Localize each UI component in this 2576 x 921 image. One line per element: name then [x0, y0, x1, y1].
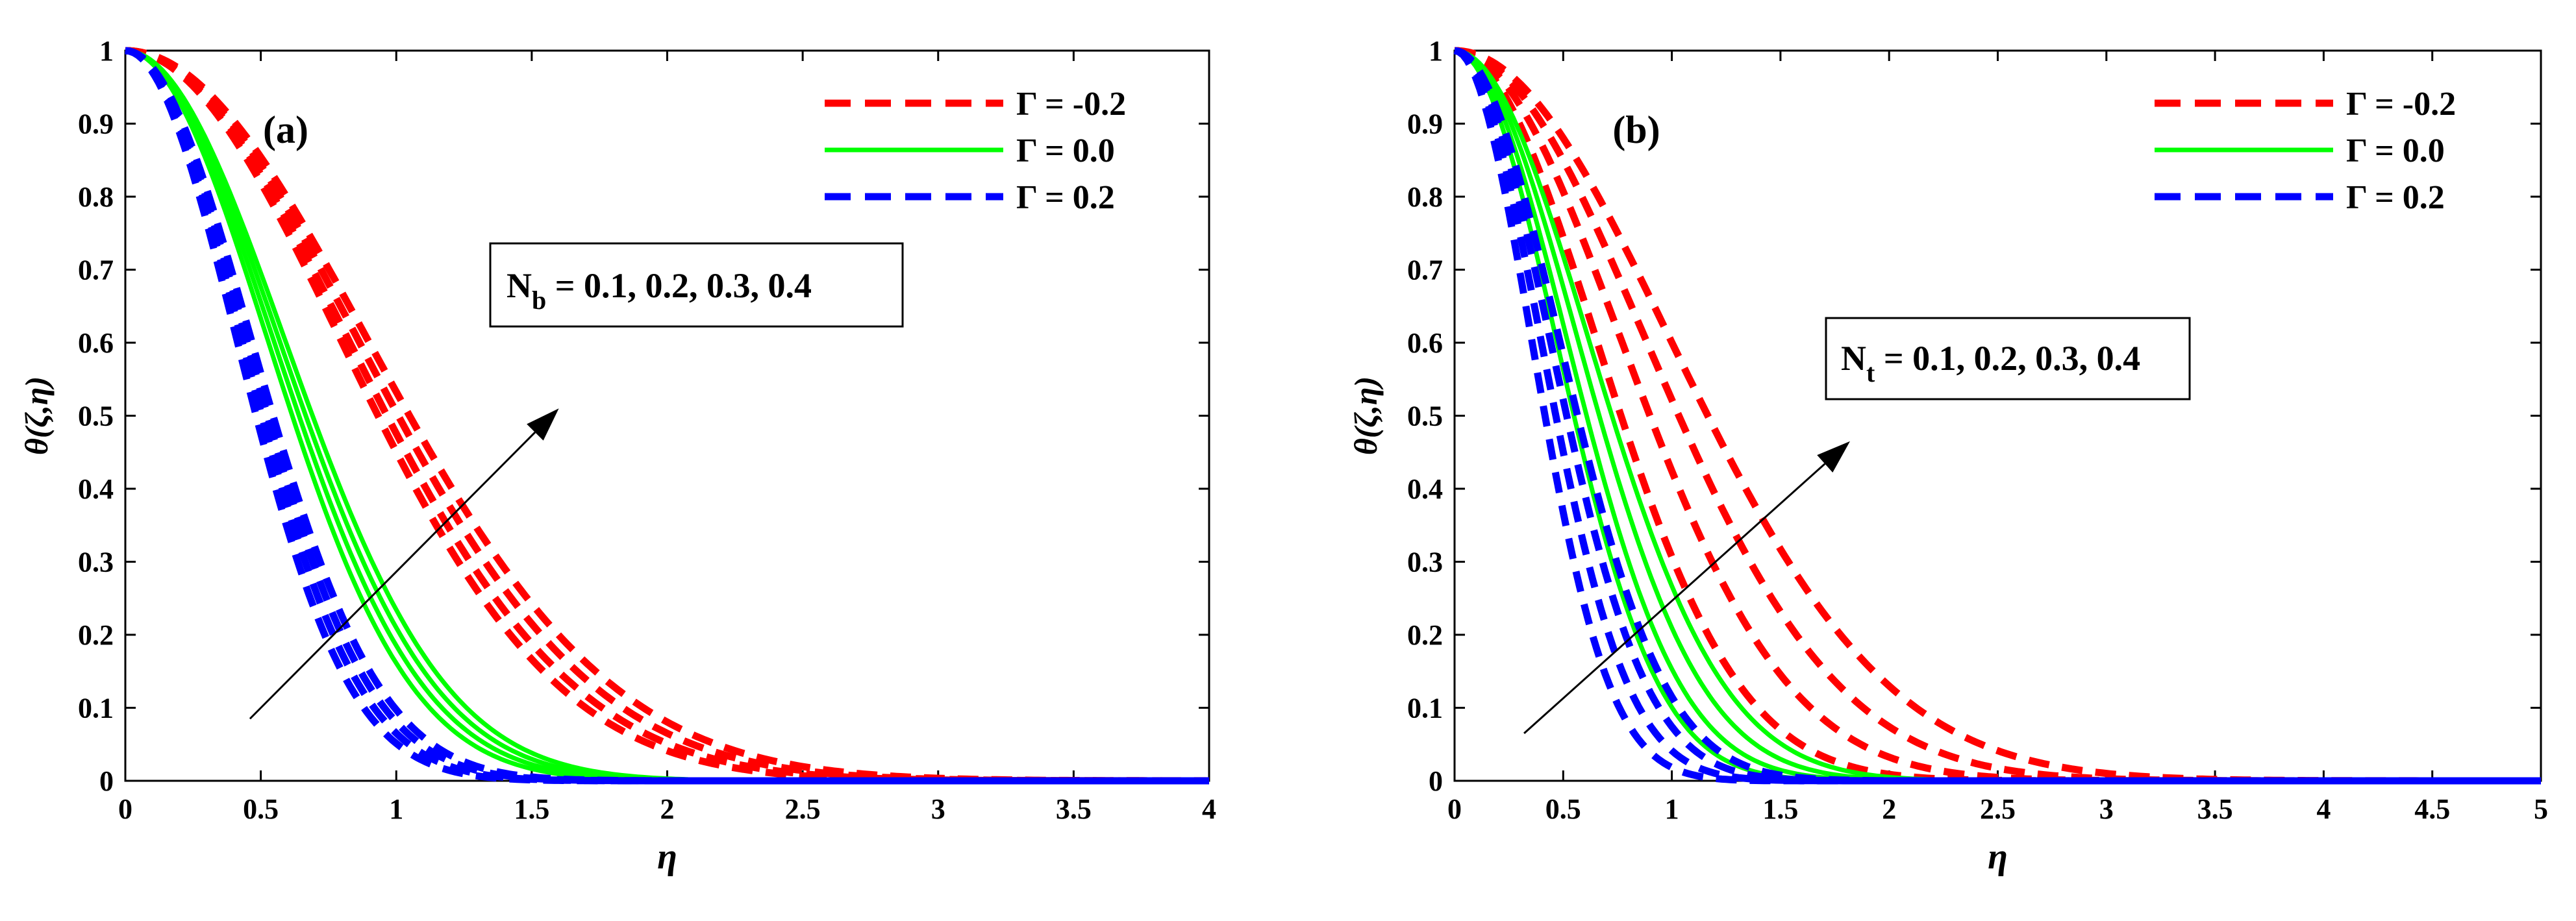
x-tick-label: 4.5: [2414, 793, 2450, 825]
y-tick-label: 0.2: [1407, 619, 1443, 651]
y-axis-label: θ(ζ,η): [18, 376, 55, 455]
x-tick-label: 0: [1447, 793, 1462, 825]
x-tick-label: 3.5: [1056, 793, 1092, 825]
annotation-values: = 0.1, 0.2, 0.3, 0.4: [546, 266, 812, 305]
x-tick-label: 4: [2316, 793, 2331, 825]
y-tick-label: 0.3: [78, 546, 114, 578]
panel-label: (b): [1612, 108, 1660, 151]
y-tick-label: 0.8: [1407, 181, 1443, 213]
series-group: [125, 47, 1210, 785]
trend-arrow-shaft: [1523, 463, 1826, 734]
y-tick-label: 0.8: [78, 181, 114, 213]
panel-label: (a): [263, 108, 308, 151]
y-tick-label: 1: [99, 35, 114, 67]
y-tick-label: 0.9: [1407, 108, 1443, 140]
series-line-0-param-3: [1454, 47, 2541, 785]
series-line-2-param-3: [1454, 47, 2541, 785]
trend-arrow-head: [527, 408, 559, 441]
trend-arrow-head: [1817, 441, 1850, 473]
legend-label: Γ = -0.2: [1016, 86, 1126, 123]
y-tick-label: 0.7: [78, 254, 114, 286]
x-tick-label: 0.5: [1545, 793, 1581, 825]
y-tick-label: 0.5: [78, 400, 114, 432]
x-tick-label: 3.5: [2197, 793, 2233, 825]
legend-label: Γ = 0.2: [1016, 179, 1115, 216]
annotation-subscript: b: [532, 286, 546, 315]
y-tick-label: 0.6: [78, 327, 114, 359]
x-tick-label: 2: [660, 793, 675, 825]
y-tick-label: 0.6: [1407, 327, 1443, 359]
y-tick-label: 0.1: [78, 693, 114, 724]
series-line-2-param-3: [125, 47, 1209, 785]
series-group: [1453, 47, 2541, 785]
legend: Γ = -0.2 Γ = 0.0 Γ = 0.2: [825, 86, 1126, 216]
annotation-box: [489, 242, 904, 328]
y-tick-label: 0.1: [1407, 693, 1443, 724]
annotation-param: N: [1841, 339, 1866, 378]
y-tick-label: 0: [99, 765, 114, 797]
x-tick-label: 3: [931, 793, 945, 825]
y-tick-label: 0.5: [1407, 400, 1443, 432]
x-tick-label: 2: [1882, 793, 1896, 825]
x-tick-label: 3: [2099, 793, 2114, 825]
annotation-box: [1825, 317, 2191, 400]
annotation-subscript: t: [1866, 358, 1875, 387]
legend-label: Γ = 0.2: [2346, 179, 2445, 216]
y-tick-label: 0: [1429, 765, 1443, 797]
legend-label: Γ = 0.0: [1016, 132, 1115, 169]
series-line-0-param-0: [125, 47, 1209, 785]
y-tick-label: 1: [1429, 35, 1443, 67]
x-tick-label: 5: [2534, 793, 2548, 825]
x-tick-label: 2.5: [1980, 793, 2016, 825]
y-tick-label: 0.2: [78, 619, 114, 651]
annotation-param: N: [506, 266, 532, 305]
chart-panel-a: 0 0.5 1 1.5 2 2.5 3 3.5 4 0 0.1 0.2 0.3 0.4 0.5 0.6 0.7 0…: [18, 35, 1216, 877]
x-axis-label: η: [657, 837, 677, 877]
y-axis-label: θ(ζ,η): [1347, 376, 1384, 455]
y-tick-label: 0.7: [1407, 254, 1443, 286]
y-tick-label: 0.3: [1407, 546, 1443, 578]
legend-label: Γ = -0.2: [2346, 86, 2456, 123]
x-tick-label: 0.5: [243, 793, 279, 825]
y-tick-label: 0.4: [1407, 473, 1443, 505]
chart-panel-b: 0 0.5 1 1.5 2 2.5 3 3.5 4 4.5 5 0 0.1 0.2 0.3 0.4 0.5 0.6…: [1347, 35, 2548, 877]
x-axis-label: η: [1988, 837, 2008, 877]
x-tick-label: 1.5: [514, 793, 549, 825]
trend-arrow-shaft: [249, 432, 536, 720]
legend: Γ = -0.2 Γ = 0.0 Γ = 0.2: [2155, 86, 2456, 216]
x-tick-label: 0: [118, 793, 132, 825]
annotation-values: = 0.1, 0.2, 0.3, 0.4: [1875, 339, 2140, 378]
x-tick-label: 1: [389, 793, 403, 825]
annotation-text: Nt = 0.1, 0.2, 0.3, 0.4: [1841, 339, 2140, 387]
y-tick-label: 0.4: [78, 473, 114, 505]
y-tick-label: 0.9: [78, 108, 114, 140]
annotation-text: Nb = 0.1, 0.2, 0.3, 0.4: [506, 266, 812, 315]
x-tick-label: 1: [1665, 793, 1679, 825]
legend-label: Γ = 0.0: [2346, 132, 2445, 169]
x-tick-label: 4: [1202, 793, 1216, 825]
x-tick-label: 2.5: [785, 793, 821, 825]
x-tick-label: 1.5: [1762, 793, 1798, 825]
